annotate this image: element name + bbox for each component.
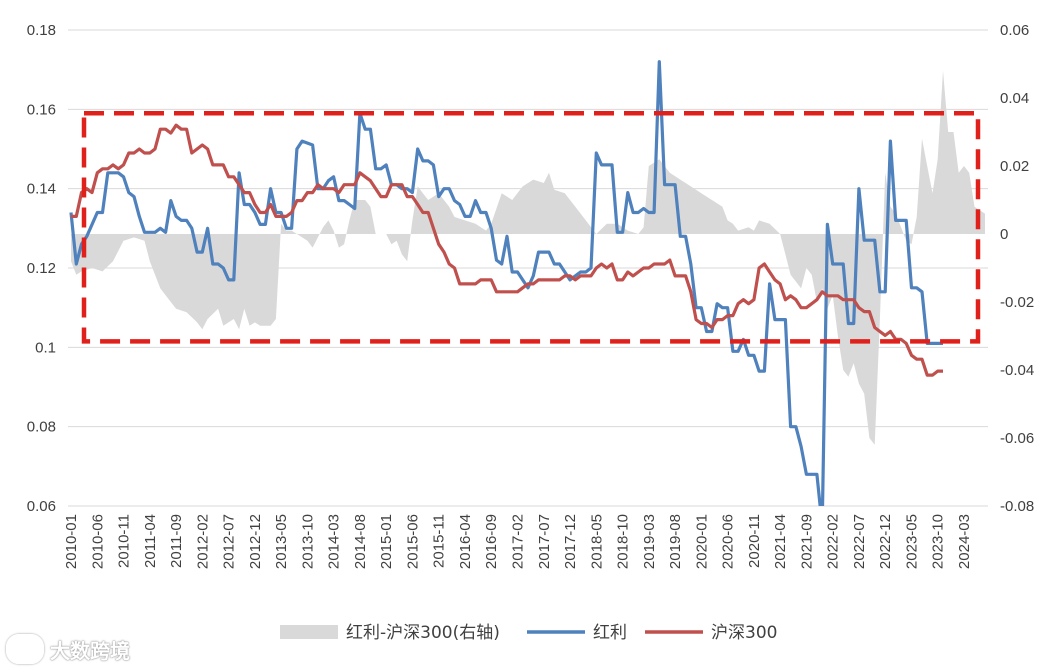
x-tick-label: 2024-03: [956, 514, 973, 569]
x-tick-label: 2022-12: [877, 514, 894, 569]
right-axis: 0.06 0.04 0.02 0 -0.02 -0.04 -0.06 -0.08: [1000, 22, 1034, 515]
x-tick-label: 2021-09: [798, 514, 815, 569]
right-tick-label: 0.06: [1000, 22, 1029, 39]
x-tick-label: 2018-05: [588, 514, 605, 569]
x-tick-label: 2021-04: [772, 514, 789, 569]
right-tick-label: 0.04: [1000, 90, 1029, 107]
x-tick-label: 2023-05: [904, 514, 921, 569]
right-tick-label: -0.02: [1000, 294, 1034, 311]
x-tick-label: 2012-07: [221, 514, 238, 569]
legend: 红利-沪深300(右轴) 红利 沪深300: [280, 623, 777, 643]
left-tick-label: 0.12: [27, 260, 56, 277]
x-tick-label: 2012-02: [194, 514, 211, 569]
left-tick-label: 0.1: [35, 339, 56, 356]
right-tick-label: 0.02: [1000, 158, 1029, 175]
x-tick-label: 2010-01: [63, 514, 80, 569]
legend-label-dividend: 红利: [593, 623, 627, 643]
x-tick-label: 2020-11: [746, 514, 763, 568]
x-tick-label: 2022-07: [851, 514, 868, 569]
legend-swatch-spread: [280, 625, 338, 639]
highlight-box: [81, 111, 981, 344]
x-tick-label: 2017-12: [562, 514, 579, 569]
spread-area-series: [71, 70, 985, 445]
x-tick-label: 2015-06: [404, 514, 421, 569]
watermark-text: 大数跨境: [50, 638, 130, 663]
x-tick-label: 2012-12: [247, 514, 264, 569]
x-tick-label: 2023-10: [930, 514, 947, 569]
line-series-dividend: [69, 60, 943, 506]
legend-label-spread: 红利-沪深300(右轴): [346, 623, 500, 643]
x-tick-label: 2018-10: [615, 514, 632, 569]
x-tick-label: 2013-10: [299, 514, 316, 569]
x-axis: 2010-01 2010-06 2010-11 2011-04 2011-09 2012-…: [63, 514, 973, 569]
watermark: 大数跨境: [6, 634, 130, 664]
right-tick-label: 0: [1000, 226, 1008, 243]
left-tick-label: 0.18: [27, 22, 56, 39]
left-tick-label: 0.08: [27, 419, 56, 436]
x-tick-label: 2010-11: [116, 514, 133, 568]
left-axis: 0.18 0.16 0.14 0.12 0.1 0.08 0.06: [27, 22, 56, 515]
x-tick-label: 2015-01: [378, 514, 395, 569]
x-tick-label: 2016-09: [483, 514, 500, 569]
x-tick-label: 2010-06: [89, 514, 106, 569]
legend-label-hs300: 沪深300: [711, 623, 777, 643]
x-tick-label: 2015-11: [431, 514, 448, 568]
x-tick-label: 2020-01: [693, 514, 710, 569]
area-series-spread: [71, 70, 985, 445]
x-tick-label: 2011-09: [168, 514, 185, 568]
watermark-logo-icon: [6, 634, 44, 664]
highlight-dashed-rect: [81, 111, 981, 344]
right-tick-label: -0.06: [1000, 430, 1034, 447]
x-tick-label: 2019-03: [641, 514, 658, 569]
x-tick-label: 2014-08: [352, 514, 369, 569]
line-series-hs300: [71, 123, 943, 377]
line-series: [69, 60, 943, 506]
x-tick-label: 2017-02: [510, 514, 527, 569]
left-tick-label: 0.06: [27, 498, 56, 515]
x-tick-label: 2016-04: [457, 514, 474, 569]
x-tick-label: 2019-08: [667, 514, 684, 569]
left-tick-label: 0.16: [27, 101, 56, 118]
x-tick-label: 2022-02: [825, 514, 842, 569]
x-tick-label: 2014-03: [326, 514, 343, 569]
x-tick-label: 2011-04: [142, 514, 159, 568]
left-tick-label: 0.14: [27, 181, 56, 198]
right-tick-label: -0.04: [1000, 362, 1034, 379]
x-tick-label: 2017-07: [536, 514, 553, 569]
right-tick-label: -0.08: [1000, 498, 1034, 515]
x-tick-label: 2020-06: [720, 514, 737, 569]
x-tick-label: 2013-05: [273, 514, 290, 569]
